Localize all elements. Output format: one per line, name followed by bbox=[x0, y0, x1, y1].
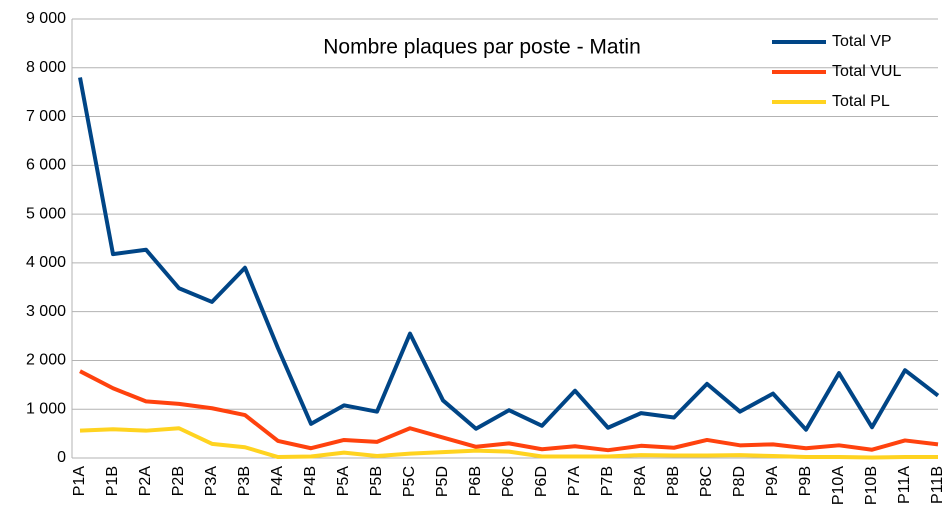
x-tick-label: P8C bbox=[698, 466, 715, 497]
x-tick-label: P5D bbox=[434, 466, 451, 497]
x-tick-label: P4A bbox=[269, 466, 286, 497]
chart-title: Nombre plaques par poste - Matin bbox=[323, 36, 641, 59]
x-tick-label: P7A bbox=[566, 466, 583, 497]
x-tick-label: P9B bbox=[797, 466, 814, 496]
x-tick-label: P11B bbox=[929, 466, 944, 504]
x-tick-label: P6D bbox=[533, 466, 550, 497]
x-tick-label: P6C bbox=[500, 466, 517, 497]
x-tick-label: P1A bbox=[71, 466, 88, 497]
x-tick-label: P6B bbox=[467, 466, 484, 496]
x-tick-label: P2B bbox=[170, 466, 187, 496]
x-tick-label: P11A bbox=[896, 466, 913, 504]
y-tick-label: 1 000 bbox=[26, 400, 66, 417]
x-tick-label: P1B bbox=[104, 466, 121, 496]
y-tick-label: 6 000 bbox=[26, 157, 66, 174]
x-tick-label: P3A bbox=[203, 466, 220, 497]
y-tick-label: 2 000 bbox=[26, 352, 66, 369]
y-tick-label: 5 000 bbox=[26, 205, 66, 222]
x-tick-label: P8D bbox=[731, 466, 748, 497]
x-tick-label: P5A bbox=[335, 466, 352, 497]
series-line bbox=[79, 369, 939, 453]
legend-label: Total PL bbox=[832, 93, 890, 110]
x-tick-label: P7B bbox=[599, 466, 616, 496]
legend-label: Total VP bbox=[832, 33, 892, 50]
x-tick-label: P8B bbox=[665, 466, 682, 496]
x-tick-label: P10A bbox=[830, 466, 847, 505]
x-tick-label: P10B bbox=[863, 466, 880, 505]
x-tick-label: P2A bbox=[137, 466, 154, 497]
y-tick-label: 3 000 bbox=[26, 303, 66, 320]
y-tick-label: 7 000 bbox=[26, 108, 66, 125]
y-tick-label: 9 000 bbox=[26, 10, 66, 27]
x-tick-label: P3B bbox=[236, 466, 253, 496]
y-tick-label: 0 bbox=[57, 449, 66, 466]
x-tick-label: P9A bbox=[764, 466, 781, 497]
legend-label: Total VUL bbox=[832, 63, 901, 80]
x-tick-label: P5B bbox=[368, 466, 385, 496]
series-line bbox=[79, 426, 938, 460]
x-tick-label: P5C bbox=[401, 466, 418, 497]
y-tick-label: 4 000 bbox=[26, 254, 66, 271]
x-tick-label: P4B bbox=[302, 466, 319, 496]
series-line bbox=[78, 77, 940, 432]
x-tick-label: P8A bbox=[632, 466, 649, 497]
y-tick-label: 8 000 bbox=[26, 59, 66, 76]
